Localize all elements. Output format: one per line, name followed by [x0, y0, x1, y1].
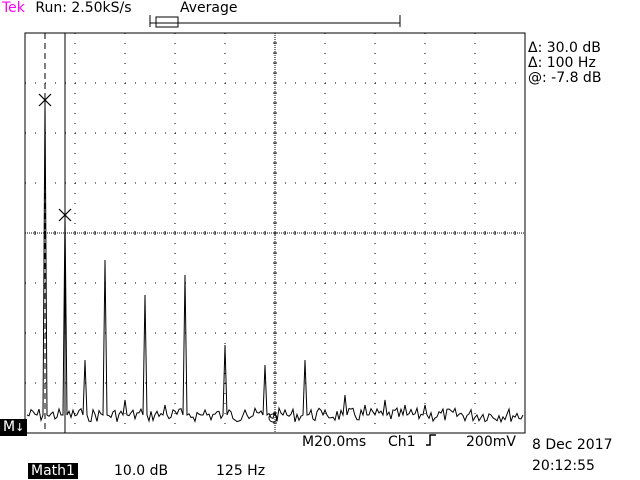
rising-edge-icon	[424, 432, 438, 452]
time-readout: 20:12:55	[532, 458, 595, 474]
cursor-delta-amplitude: Δ: 30.0 dB	[528, 40, 601, 56]
date-readout: 8 Dec 2017	[532, 437, 613, 453]
math1-horizontal-scale: 125 Hz	[216, 463, 266, 479]
record-window-bracket	[155, 16, 179, 28]
trigger-level-readout: 200mV	[466, 434, 516, 450]
down-arrow-icon: ↓	[15, 421, 25, 434]
spectrum-polyline	[26, 99, 524, 424]
cursor-at-value: @: -7.8 dB	[528, 70, 602, 86]
graticule	[24, 32, 526, 434]
math1-vertical-scale: 10.0 dB	[114, 463, 169, 479]
trigger-source-readout: Ch1	[388, 434, 416, 450]
cursor-delta-frequency: Δ: 100 Hz	[528, 55, 596, 71]
acquisition-record-bar	[149, 15, 401, 423]
top-status-bar: Tek Run: 2.50kS/s	[2, 0, 132, 16]
math-reference-marker[interactable]: M↓	[0, 419, 28, 436]
brand-logo: Tek	[2, 0, 25, 16]
math-reference-label: M	[3, 419, 16, 435]
acquisition-status: Run: 2.50kS/s	[35, 0, 132, 16]
math1-channel-label[interactable]: Math1	[28, 463, 78, 479]
spectrum-trace	[26, 99, 524, 424]
acquisition-mode: Average	[180, 0, 238, 16]
trigger-position-icon	[268, 413, 278, 423]
horizontal-scale-readout: M20.0ms	[302, 434, 367, 450]
